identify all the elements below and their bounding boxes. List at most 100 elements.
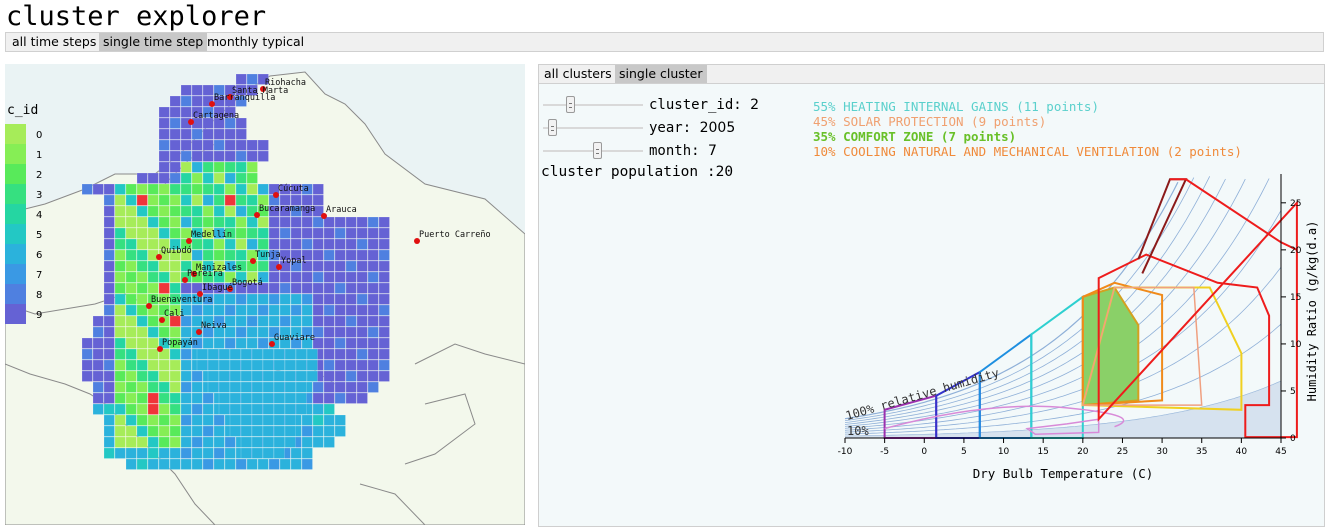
tab-monthly-typical[interactable]: monthly typical xyxy=(207,34,305,49)
grid-cell xyxy=(103,227,115,239)
grid-cell xyxy=(125,260,137,272)
grid-cell xyxy=(158,414,170,426)
year-slider[interactable] xyxy=(548,119,557,136)
grid-cell xyxy=(367,227,379,239)
grid-cell xyxy=(136,458,148,470)
grid-cell xyxy=(191,337,203,349)
grid-cell xyxy=(169,293,181,305)
grid-cell xyxy=(136,282,148,294)
grid-cell xyxy=(136,304,148,316)
cluster-map[interactable]: c_id 0 1 2 3 4 5 6 7 8 9 Riohacha Santa Marta Barranq… xyxy=(5,64,525,525)
grid-cell xyxy=(284,348,296,360)
grid-cell xyxy=(345,260,357,272)
grid-cell xyxy=(213,84,225,96)
grid-cell xyxy=(202,326,214,338)
city-label: Buenaventura xyxy=(151,295,212,305)
grid-cell xyxy=(114,238,126,250)
grid-cell xyxy=(202,304,214,316)
grid-cell xyxy=(334,348,346,360)
grid-cell xyxy=(301,458,313,470)
grid-cell xyxy=(378,315,390,327)
grid-cell xyxy=(246,172,258,184)
grid-cell xyxy=(279,326,291,338)
cluster-id-slider-track[interactable] xyxy=(543,104,643,106)
grid-cell xyxy=(114,271,126,283)
grid-cell xyxy=(290,216,302,228)
grid-cell xyxy=(356,359,368,371)
grid-cell xyxy=(301,304,313,316)
city-label: Cartagena xyxy=(193,111,239,121)
grid-cell xyxy=(169,436,181,448)
grid-cell xyxy=(323,425,335,437)
grid-cell xyxy=(235,249,247,261)
grid-cell xyxy=(279,249,291,261)
grid-cell xyxy=(323,337,335,349)
grid-cell xyxy=(229,403,241,415)
grid-cell xyxy=(312,271,324,283)
year-slider-track[interactable] xyxy=(543,127,643,129)
grid-cell xyxy=(180,293,192,305)
month-label: month: xyxy=(649,143,700,159)
grid-cell xyxy=(147,205,159,217)
grid-cell xyxy=(284,414,296,426)
x-tick-label: 0 xyxy=(921,447,927,457)
grid-cell xyxy=(345,282,357,294)
grid-cell xyxy=(202,161,214,173)
grid-cell xyxy=(125,282,137,294)
grid-cell xyxy=(169,381,181,393)
grid-cell xyxy=(180,315,192,327)
grid-cell xyxy=(213,95,225,107)
grid-cell xyxy=(257,315,269,327)
grid-cell xyxy=(224,326,236,338)
grid-cell xyxy=(191,216,203,228)
grid-cell xyxy=(262,447,274,459)
grid-cell xyxy=(290,315,302,327)
grid-cell xyxy=(202,293,214,305)
y-axis-title: Humidity Ratio (g/kg(d.a) xyxy=(1305,221,1319,402)
grid-cell xyxy=(169,150,181,162)
grid-cell xyxy=(290,282,302,294)
month-slider[interactable] xyxy=(593,142,602,159)
grid-cell xyxy=(147,359,159,371)
grid-cell xyxy=(229,348,241,360)
grid-cell xyxy=(158,359,170,371)
grid-cell xyxy=(147,216,159,228)
grid-cell xyxy=(207,348,219,360)
tab-all-time-steps[interactable]: all time steps xyxy=(12,34,97,49)
grid-cell xyxy=(191,172,203,184)
grid-cell xyxy=(213,315,225,327)
grid-cell xyxy=(235,172,247,184)
grid-cell xyxy=(262,381,274,393)
grid-cell xyxy=(334,260,346,272)
grid-cell xyxy=(213,150,225,162)
grid-cell xyxy=(114,216,126,228)
grid-cell xyxy=(207,359,219,371)
grid-cell xyxy=(180,172,192,184)
grid-cell xyxy=(158,271,170,283)
grid-cell xyxy=(323,370,335,382)
grid-cell xyxy=(103,403,115,415)
tab-all-clusters[interactable]: all clusters xyxy=(544,66,612,81)
legend-title: c_id xyxy=(7,103,38,118)
grid-cell xyxy=(169,458,181,470)
grid-cell xyxy=(147,194,159,206)
cluster-grid xyxy=(81,73,390,470)
grid-cell xyxy=(180,348,192,360)
city-marker xyxy=(276,264,282,270)
cluster-id-slider[interactable] xyxy=(566,96,575,113)
grid-cell xyxy=(334,249,346,261)
city-marker xyxy=(146,303,152,309)
grid-cell xyxy=(224,216,236,228)
tab-single-time-step[interactable]: single time step xyxy=(99,33,208,51)
grid-cell xyxy=(229,381,241,393)
grid-cell xyxy=(158,370,170,382)
grid-cell xyxy=(345,348,357,360)
x-tick-label: 30 xyxy=(1156,447,1168,457)
grid-cell xyxy=(202,106,214,118)
grid-cell xyxy=(92,359,104,371)
tab-single-cluster[interactable]: single cluster xyxy=(615,65,707,83)
grid-cell xyxy=(246,73,258,85)
grid-cell xyxy=(345,359,357,371)
grid-cell xyxy=(103,282,115,294)
